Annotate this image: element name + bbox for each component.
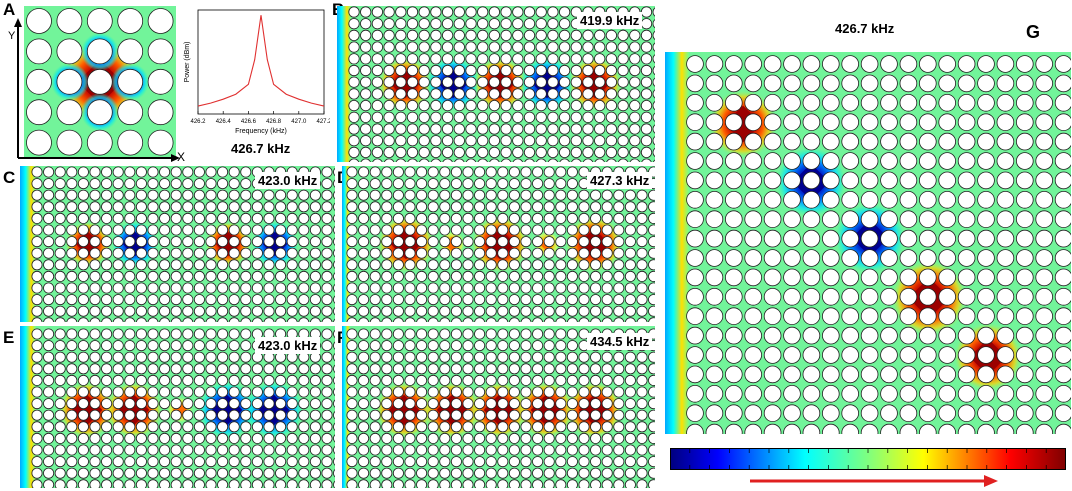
panel-a-field [24,6,176,158]
x-tick-label: 426.2 [190,119,206,125]
panel-c-frequency: 423.0 kHz [255,172,321,189]
panel-label-e: E [3,328,15,347]
panel-g-field [665,52,1071,434]
x-tick-label: 427.2 [316,119,330,125]
spectrum-peak-label: 426.7 kHz [228,140,294,157]
panel-d-frequency: 427.3 kHz [587,172,653,189]
panel-c-field [20,166,335,322]
y-axis-title: Power (dBm) [184,42,191,83]
spectrum-series-line [197,15,325,107]
x-tick-label: 426.6 [241,119,257,125]
direction-arrow [750,475,998,487]
x-tick-label: 426.8 [266,119,282,125]
x-axis-title: Frequency (kHz) [235,128,287,135]
x-tick-label: 426.4 [216,119,232,125]
panel-b-frequency: 419.9 kHz [577,12,643,29]
panel-g-frequency: 426.7 kHz [832,20,898,37]
colorbar [670,448,1066,470]
panel-f-field [342,326,655,488]
panel-b-field [337,6,655,162]
panel-f-frequency: 434.5 kHz [587,333,653,350]
panel-d-field [342,166,655,322]
x-axis-label: X [177,150,186,164]
panel-e-frequency: 423.0 kHz [255,337,321,354]
panel-label-a: A [3,0,16,19]
y-axis-label: Y [8,30,16,42]
panel-a-axes [14,18,180,162]
panel-label-g: G [1026,22,1041,42]
x-tick-label: 427.0 [291,119,307,125]
panel-label-c: C [3,168,16,187]
spectrum-chart: 426.2 426.4 426.6 426.8 427.0 427.2 Frequency … [184,9,330,135]
